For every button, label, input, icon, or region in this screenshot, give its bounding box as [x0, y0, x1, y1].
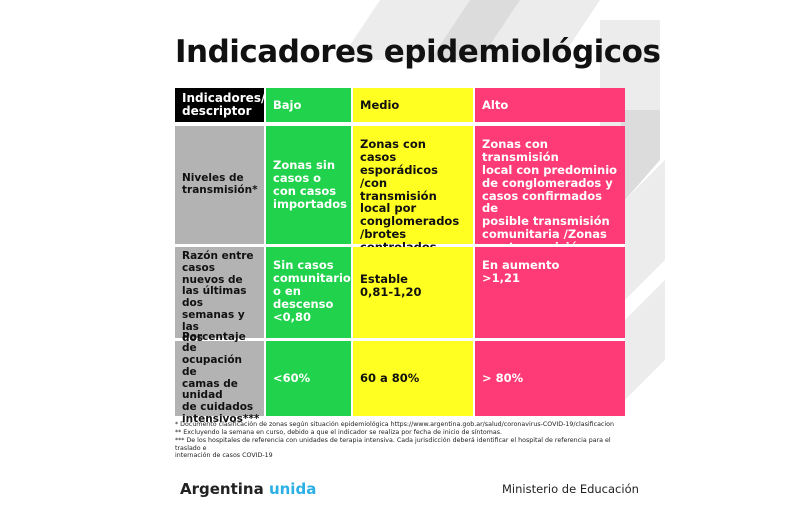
table-cell: Zonas sin casos o con casos importados	[266, 126, 351, 244]
footnote: * Documento clasificación de zonas según…	[175, 421, 614, 428]
footnotes: * Documento clasificación de zonas según…	[175, 421, 625, 460]
table-cell: > 80%	[475, 341, 625, 416]
footnote: ** Excluyendo la semana en curso, debido…	[175, 428, 503, 436]
title: Indicadores epidemiológicos	[175, 34, 661, 70]
table-cell: Zonas con transmisión local con predomin…	[475, 126, 625, 279]
brand-accent: unida	[268, 480, 317, 498]
row-label: Porcentaje de ocupación de camas de unid…	[175, 331, 264, 425]
table-cell: Sin casos comunitarios o en descenso <0,…	[266, 247, 358, 338]
row-label: Niveles de transmisión*	[175, 126, 264, 244]
ministry: Ministerio de Educación	[502, 482, 639, 496]
table-cell: Estable 0,81-1,20	[353, 247, 473, 338]
table-cell: <60%	[266, 341, 351, 416]
table-cell: Zonas con casos esporádicos /con transmi…	[353, 126, 473, 253]
row-label: Razón entre casos nuevos de las últimas …	[175, 247, 264, 379]
column-header: Bajo	[266, 88, 351, 122]
brand: Argentina unida	[180, 480, 316, 498]
column-header: Alto	[475, 88, 625, 122]
column-header: Indicadores/ descriptor	[175, 88, 265, 122]
table-cell: En aumento >1,21	[475, 247, 625, 338]
table-cell: 60 a 80%	[353, 341, 473, 416]
column-header: Medio	[353, 88, 473, 122]
footnote: *** De los hospitales de referencia con …	[175, 436, 611, 460]
brand-name: Argentina	[180, 480, 264, 498]
